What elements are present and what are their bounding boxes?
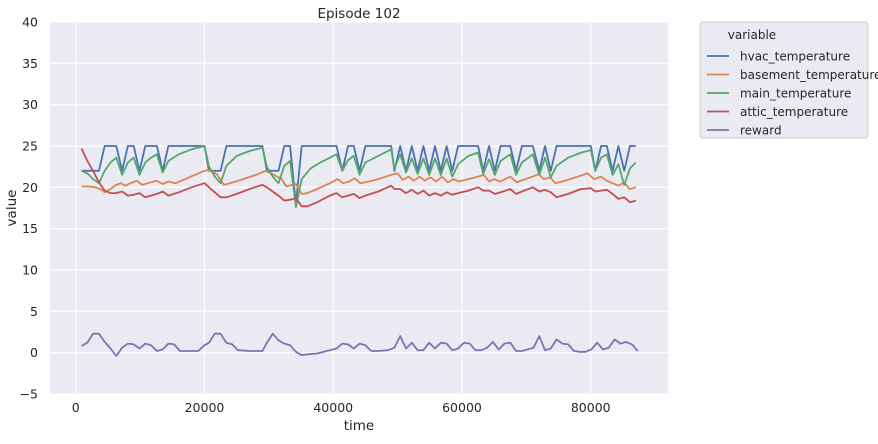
y-tick-label: 25 [22, 139, 38, 154]
y-tick-label: 5 [30, 304, 38, 319]
legend-items: hvac_temperature basement_temperaturemain… [707, 49, 878, 137]
y-tick-label: 40 [22, 15, 38, 30]
legend-label: reward [740, 123, 782, 137]
x-tick-label: 0 [72, 400, 80, 415]
x-tick-label: 40000 [313, 400, 353, 415]
y-tick-labels: −5 0 5 10 15 20 25 30 35 40 [20, 15, 38, 402]
series-line-basement-temperature [81, 169, 637, 195]
series-line-main-temperature [81, 145, 637, 209]
series-layer [80, 145, 639, 357]
y-tick-label: 0 [30, 345, 38, 360]
legend: variable hvac_temperature basement_temper… [699, 21, 878, 139]
legend-title: variable [728, 28, 776, 42]
y-tick-label: 35 [22, 56, 38, 71]
y-tick-label: 10 [22, 263, 38, 278]
legend-label: basement_temperature [740, 68, 878, 82]
legend-label: hvac_temperature [740, 49, 850, 63]
legend-label: attic_temperature [740, 105, 848, 119]
x-tick-labels: 0 20000 40000 60000 80000 [72, 400, 611, 415]
y-axis-label: value [4, 190, 20, 227]
x-axis-label: time [344, 418, 375, 434]
x-tick-label: 80000 [571, 400, 611, 415]
x-gridlines [75, 22, 592, 394]
series-line-attic-temperature [80, 148, 637, 208]
series-line-hvac-temperature [81, 145, 636, 205]
series-line-reward [81, 332, 639, 357]
x-tick-label: 60000 [442, 400, 482, 415]
y-tick-label: 20 [22, 180, 38, 195]
x-tick-label: 20000 [185, 400, 225, 415]
plot-background [50, 22, 668, 394]
y-tick-label: 30 [22, 97, 38, 112]
legend-label: main_temperature [740, 86, 851, 100]
y-tick-label: −5 [20, 387, 38, 402]
legend-frame [699, 21, 869, 139]
chart-title: Episode 102 [317, 6, 400, 22]
y-tick-label: 15 [22, 221, 38, 236]
